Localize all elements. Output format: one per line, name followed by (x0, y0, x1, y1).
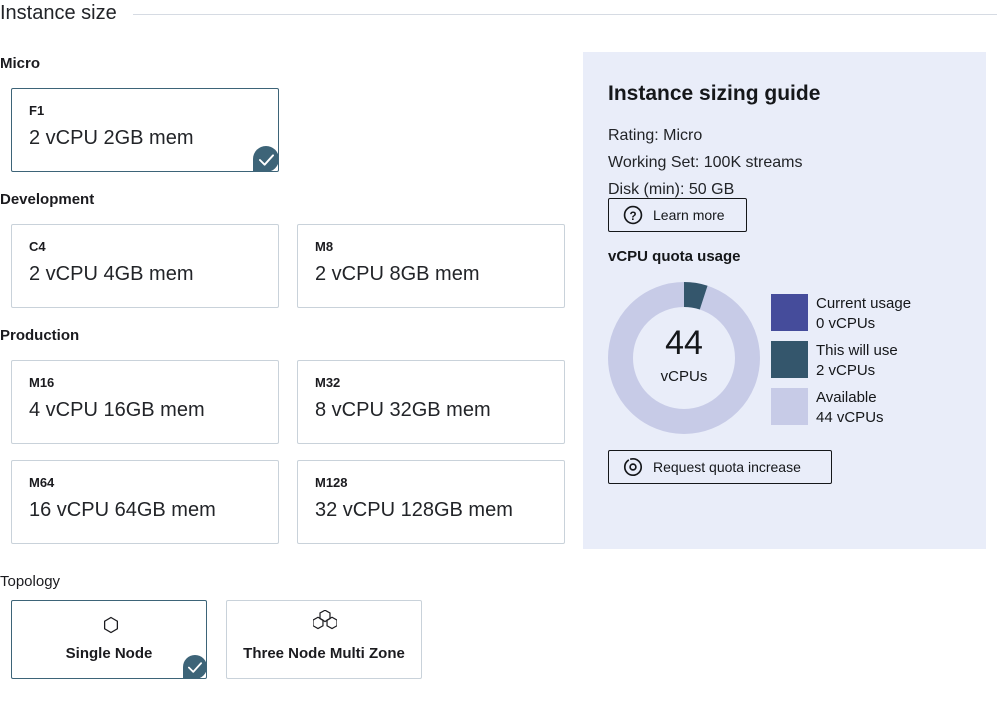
svg-text:?: ? (629, 210, 636, 223)
